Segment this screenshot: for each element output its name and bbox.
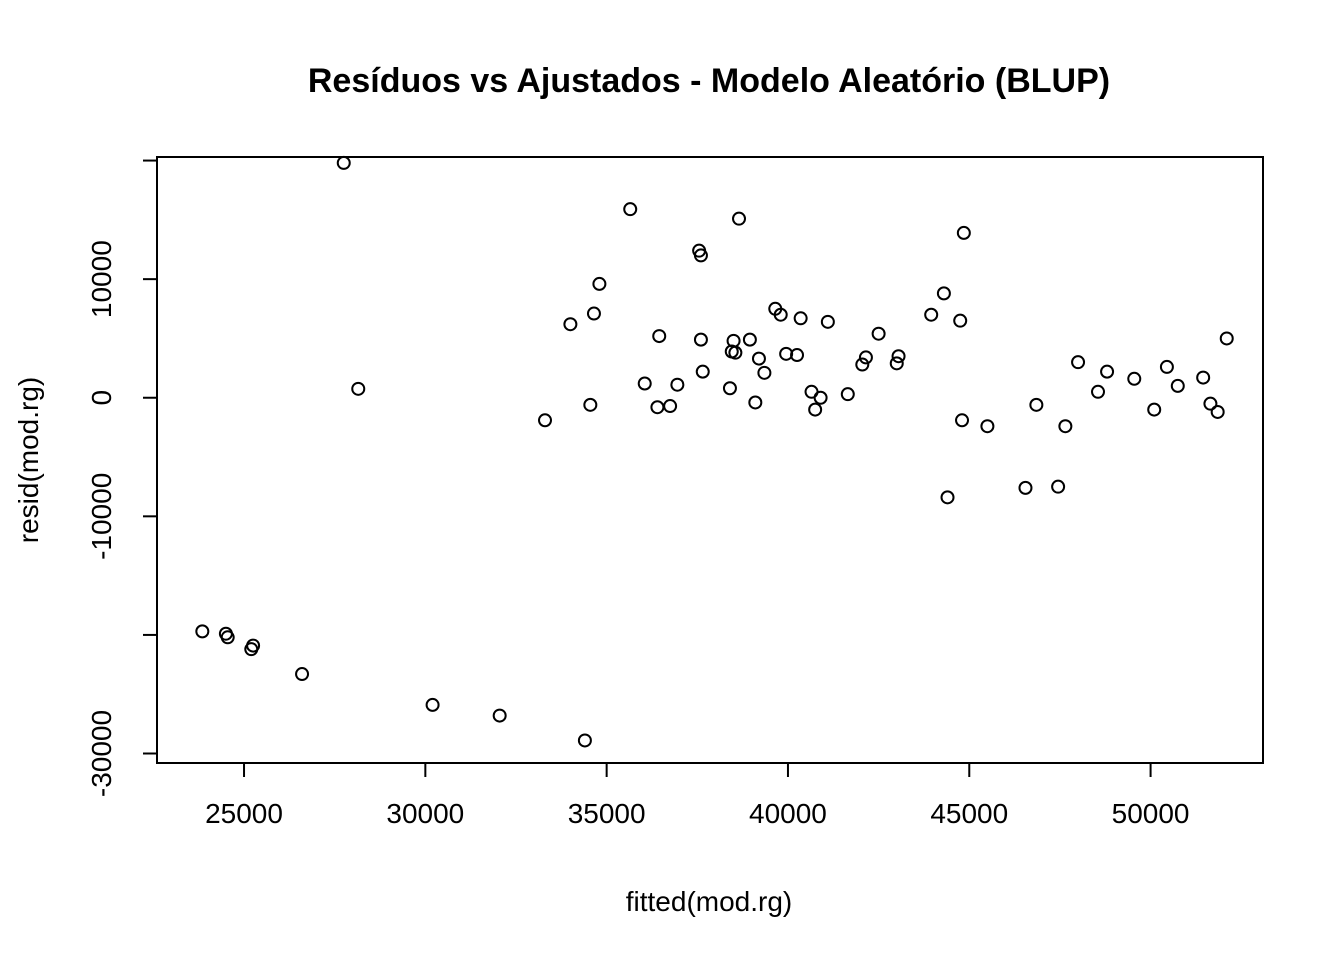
x-axis-label: fitted(mod.rg) (626, 886, 793, 917)
data-point (1051, 479, 1066, 494)
data-point (936, 286, 951, 301)
data-point (623, 202, 638, 217)
data-point (955, 413, 970, 428)
data-point (751, 351, 766, 366)
data-point (1100, 364, 1115, 379)
data-point (637, 376, 652, 391)
x-tick-label: 25000 (205, 798, 283, 829)
data-point (773, 307, 788, 322)
data-point (757, 365, 772, 380)
data-point (924, 307, 939, 322)
data-points (195, 155, 1234, 748)
data-point (840, 387, 855, 402)
data-point (1196, 370, 1211, 385)
y-tick-label: 0 (86, 390, 117, 406)
data-point (295, 667, 310, 682)
data-point (820, 314, 835, 329)
data-point (695, 364, 710, 379)
data-point (855, 357, 870, 372)
data-point (563, 317, 578, 332)
y-axis-label: resid(mod.rg) (13, 377, 44, 543)
data-point (980, 419, 995, 434)
data-point (220, 630, 235, 645)
data-point (889, 356, 904, 371)
data-point (808, 402, 823, 417)
data-point (538, 413, 553, 428)
data-point (246, 638, 261, 653)
x-tick-label: 30000 (386, 798, 464, 829)
data-point (858, 350, 873, 365)
y-axis: -30000 -10000 0 10000 (86, 159, 158, 797)
data-point (652, 329, 667, 344)
data-point (1029, 397, 1044, 412)
data-point (670, 377, 685, 392)
data-point (1127, 371, 1142, 386)
data-point (425, 697, 440, 712)
data-point (956, 225, 971, 240)
data-point (195, 624, 210, 639)
data-point (940, 490, 955, 505)
data-point (1170, 378, 1185, 393)
data-point (748, 395, 763, 410)
data-point (1018, 480, 1033, 495)
data-point (790, 348, 805, 363)
data-point (871, 326, 886, 341)
data-point (351, 381, 366, 396)
x-tick-label: 45000 (930, 798, 1008, 829)
data-point (722, 381, 737, 396)
x-tick-label: 50000 (1112, 798, 1190, 829)
data-point (1091, 384, 1106, 399)
data-point (732, 211, 747, 226)
data-point (1147, 402, 1162, 417)
y-tick-label: -30000 (86, 710, 117, 797)
x-tick-label: 40000 (749, 798, 827, 829)
data-point (953, 313, 968, 328)
data-point (583, 397, 598, 412)
data-point (492, 708, 507, 723)
x-axis: 25000 30000 35000 40000 45000 50000 (205, 762, 1190, 829)
data-point (577, 733, 592, 748)
data-point (728, 345, 743, 360)
data-point (663, 399, 678, 414)
data-point (1210, 404, 1225, 419)
data-point (891, 349, 906, 364)
plot-frame (156, 156, 1264, 764)
y-tick-label: 10000 (86, 240, 117, 318)
data-point (650, 400, 665, 415)
data-point (592, 276, 607, 291)
data-point (1058, 419, 1073, 434)
data-point (1071, 355, 1086, 370)
data-point (793, 311, 808, 326)
data-point (1203, 396, 1218, 411)
data-point (1219, 331, 1234, 346)
data-point (1159, 359, 1174, 374)
y-tick-label: -10000 (86, 473, 117, 560)
chart-title: Resíduos vs Ajustados - Modelo Aleatório… (308, 62, 1110, 100)
data-point (742, 332, 757, 347)
x-tick-label: 35000 (568, 798, 646, 829)
data-point (336, 155, 351, 170)
data-point (693, 332, 708, 347)
data-point (813, 390, 828, 405)
data-point (693, 248, 708, 263)
data-point (586, 306, 601, 321)
